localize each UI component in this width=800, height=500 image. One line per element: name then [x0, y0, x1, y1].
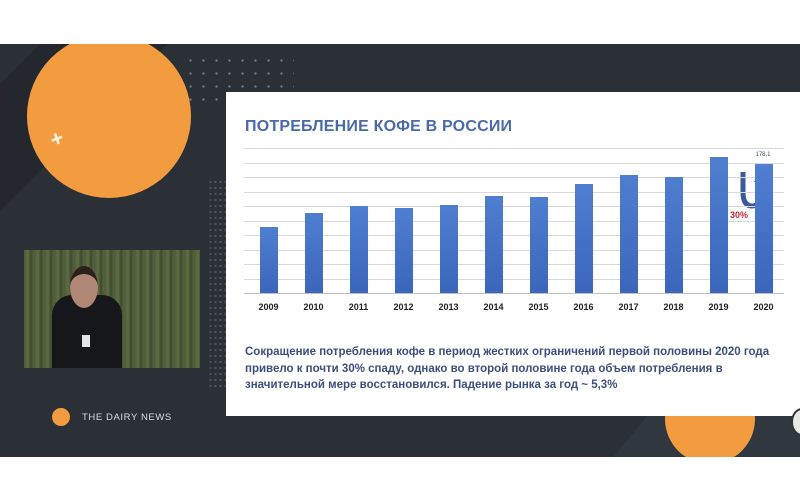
bar-2016 — [574, 184, 593, 293]
bar-2014 — [484, 195, 503, 293]
x-tick-label: 2015 — [528, 302, 549, 312]
x-tick-label: 2009 — [258, 302, 279, 312]
speaker-badge — [82, 335, 90, 347]
gridline — [244, 264, 784, 265]
bar-2015 — [529, 197, 548, 293]
slide-title: ПОТРЕБЛЕНИЕ КОФЕ В РОССИИ — [245, 118, 513, 135]
bar-2010 — [304, 213, 323, 293]
bar-2009 — [259, 227, 278, 293]
data-label-2020: 178,1 — [755, 151, 771, 158]
bar-2011 — [349, 206, 368, 293]
gridline — [244, 177, 784, 178]
speaker-head — [70, 266, 98, 308]
x-tick-label: 2013 — [438, 302, 459, 312]
gridline — [244, 162, 784, 164]
gridline — [244, 278, 784, 280]
gridline — [244, 249, 784, 251]
bar-2013 — [439, 205, 458, 293]
x-tick-label: 2012 — [393, 302, 414, 312]
x-tick-label: 2017 — [618, 302, 639, 312]
brand-logo: THE DAIRY NEWS — [52, 408, 172, 426]
bar-2018 — [664, 177, 683, 293]
x-tick-label: 2011 — [348, 302, 369, 312]
gridline — [244, 220, 784, 222]
bar-2019 — [709, 156, 728, 293]
x-tick-label: 2016 — [573, 302, 594, 312]
dot-pattern — [208, 179, 228, 389]
slide-note: Сокращение потребления кофе в период жес… — [245, 346, 770, 391]
x-tick-label: 2010 — [303, 302, 324, 312]
bar-2020 — [754, 163, 773, 293]
gridline — [244, 235, 784, 236]
x-tick-label: 2019 — [708, 302, 729, 312]
x-axis-line — [244, 293, 784, 294]
x-tick-label: 2018 — [663, 302, 684, 312]
gridline — [244, 206, 784, 207]
x-tick-label: 2020 — [753, 302, 774, 312]
bar-chart: 30% 2009 2010 2011 2012 2013 2014 2015 2016 2017… — [244, 148, 784, 318]
bar-2017 — [619, 174, 638, 293]
brand-dot-icon — [52, 408, 70, 426]
bar-2012 — [394, 208, 413, 293]
gridline — [244, 191, 784, 193]
slide-panel: ПОТРЕБЛЕНИЕ КОФЕ В РОССИИ 30% 2009 2010 20… — [226, 92, 800, 416]
decorative-orange-circle — [27, 44, 191, 198]
gridline — [244, 148, 784, 149]
drop-percentage-label: 30% — [730, 210, 749, 220]
x-tick-label: 2014 — [483, 302, 504, 312]
speaker-video — [24, 250, 200, 368]
brand-name: THE DAIRY NEWS — [82, 411, 172, 423]
